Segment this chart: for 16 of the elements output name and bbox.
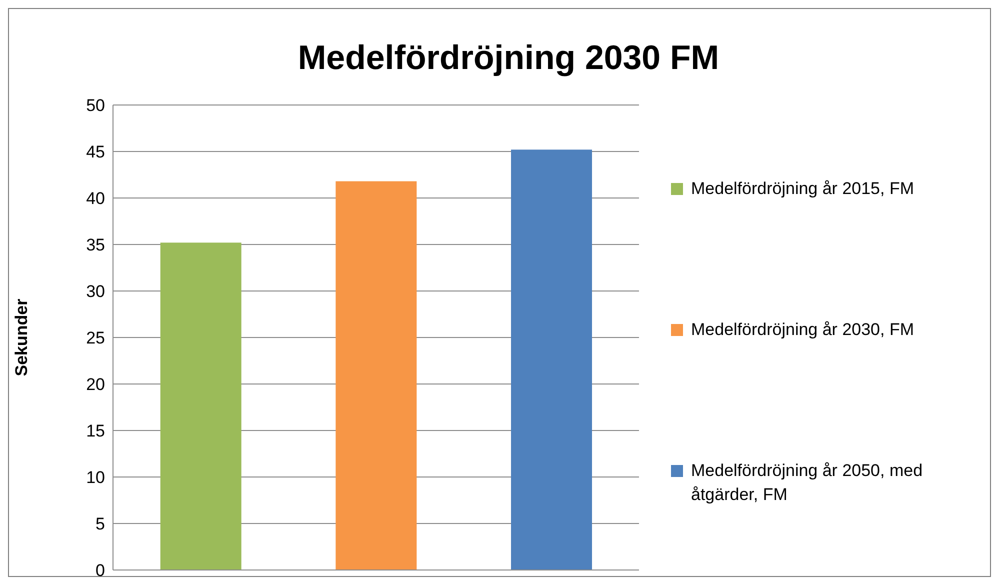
y-tick-label: 10 [86, 468, 105, 488]
chart-title: Medelfördröjning 2030 FM [296, 39, 720, 78]
y-tick-label: 0 [96, 561, 105, 580]
y-tick-label: 45 [86, 142, 105, 162]
legend-label: Medelfördröjning år 2050, med åtgärder, FM [691, 460, 924, 506]
legend-label: Medelfördröjning år 2015, FM [691, 178, 914, 200]
y-tick-label: 40 [86, 189, 105, 208]
y-tick-label: 20 [86, 375, 105, 394]
y-tick-label: 35 [86, 236, 105, 255]
y-tick-label: 15 [86, 422, 105, 441]
y-tick-label: 25 [86, 328, 105, 348]
legend-label: Medelfördröjning år 2030, FM [691, 319, 914, 341]
y-tick-label: 5 [96, 514, 105, 534]
y-axis-title: Sekunder [12, 298, 32, 376]
y-tick-label: 50 [86, 96, 105, 116]
y-tick-label: 30 [86, 282, 105, 302]
